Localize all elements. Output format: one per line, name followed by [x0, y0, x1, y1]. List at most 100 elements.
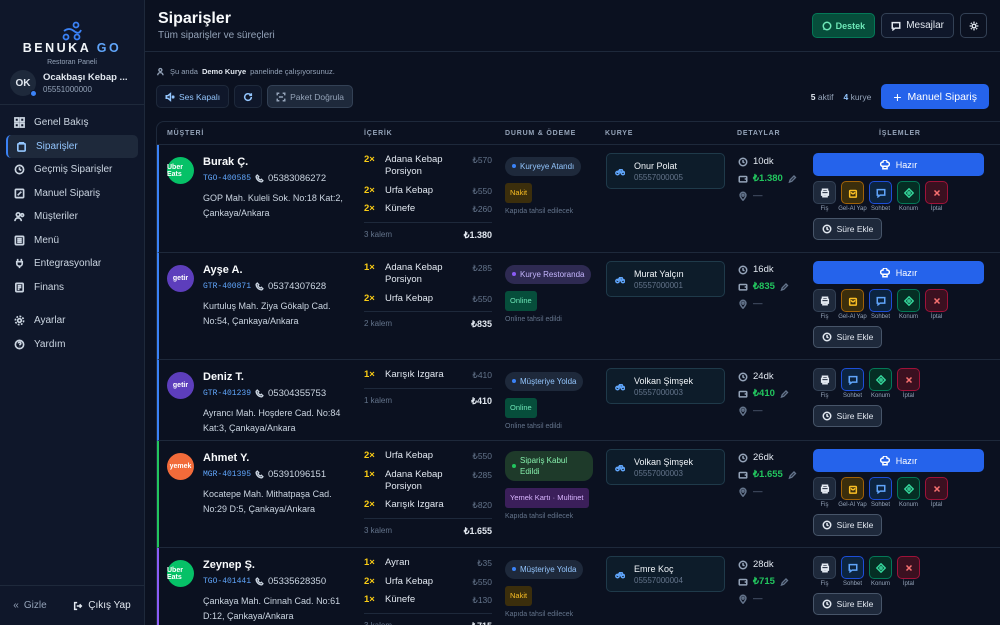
order-item: 2× Adana Kebap Porsiyon ₺570 [364, 154, 492, 178]
column-status: DURUM & ÖDEME [505, 130, 577, 137]
edit-icon [14, 188, 25, 199]
order-code[interactable]: TGO-401441 [203, 577, 252, 586]
hide-sidebar-button[interactable]: « Gizle [13, 600, 46, 611]
amount: ₺1.655 [738, 466, 797, 483]
order-item: 1× Ayran ₺35 [364, 557, 492, 569]
receipt-button[interactable]: Fiş [813, 289, 836, 320]
restaurant-card[interactable]: OK Ocakbaşı Kebap ... 05551000000 [0, 66, 144, 105]
pencil-icon[interactable] [780, 282, 789, 292]
sidebar-item-yardim[interactable]: Yardım [6, 333, 138, 357]
item-qty: 2× [364, 292, 375, 304]
courier-card[interactable]: Emre Koç 05557000004 [606, 556, 725, 592]
add-time-button[interactable]: Süre Ekle [813, 514, 882, 536]
receipt-button[interactable]: Fiş [813, 181, 836, 212]
courier-card[interactable]: Murat Yalçın 05557000001 [606, 261, 725, 297]
order-code[interactable]: GTR-400871 [203, 282, 252, 291]
location-button[interactable]: Konum [897, 289, 920, 320]
chat-button[interactable]: Sohbet [841, 368, 864, 399]
pencil-icon[interactable] [788, 174, 797, 184]
order-summary: 3 kalem ₺715 [364, 612, 492, 625]
order-code[interactable]: TGO-400585 [203, 174, 252, 183]
sidebar-item-ayarlar[interactable]: Ayarlar [6, 309, 138, 333]
payment-badge: Nakit [505, 585, 533, 606]
customer-phone[interactable]: 05383086272 [255, 173, 326, 184]
cancel-button[interactable]: İptal [925, 289, 948, 320]
cancel-button[interactable]: İptal [925, 181, 948, 212]
support-button[interactable]: Destek [811, 13, 876, 38]
item-price: ₺820 [472, 500, 492, 510]
sidebar-item-siparisler[interactable]: Siparişler [6, 134, 138, 158]
refresh-button[interactable] [234, 85, 263, 108]
receipt-button[interactable]: Fiş [813, 556, 836, 587]
table-row[interactable]: yemek Ahmet Y. MGR-401395 05391096151 Ko… [157, 441, 1000, 548]
pickup-button[interactable]: Gel-Al Yap [838, 477, 867, 508]
notice-prefix: Şu anda [170, 67, 198, 76]
restaurant-name: Ocakbaşı Kebap ... [43, 72, 128, 83]
customer-phone[interactable]: 05335628350 [255, 576, 326, 587]
table-row[interactable]: Uber Eats Zeynep Ş. TGO-401441 053356283… [157, 548, 1000, 625]
item-name: Adana Kebap Porsiyon [385, 468, 443, 492]
table-row[interactable]: getir Deniz T. GTR-401239 05304355753 Ay… [157, 360, 1000, 441]
add-time-button[interactable]: Süre Ekle [813, 326, 882, 348]
location-button[interactable]: Konum [897, 181, 920, 212]
customer-phone[interactable]: 05391096151 [255, 469, 326, 480]
pencil-icon[interactable] [780, 389, 789, 399]
action-label: Sohbet [870, 502, 891, 508]
chat-button[interactable]: Sohbet [841, 556, 864, 587]
close-icon [925, 181, 948, 204]
logout-button[interactable]: Çıkış Yap [73, 600, 131, 611]
item-price: ₺550 [472, 576, 492, 587]
item-qty: 1× [364, 557, 375, 568]
cancel-button[interactable]: İptal [925, 477, 948, 508]
sound-toggle-button[interactable]: Ses Kapalı [156, 85, 230, 108]
order-code[interactable]: GTR-401239 [203, 389, 252, 398]
customer-phone[interactable]: 05304355753 [255, 388, 326, 399]
new-manual-order-button[interactable]: + Manuel Sipariş [881, 84, 989, 109]
table-row[interactable]: getir Ayşe A. GTR-400871 05374307628 Kur… [157, 253, 1000, 360]
ready-button[interactable]: Hazır [813, 153, 984, 176]
sidebar-item-gecmis-siparisler[interactable]: Geçmiş Siparişler [6, 158, 138, 182]
theme-toggle-button[interactable] [960, 13, 987, 38]
courier-card[interactable]: Volkan Şimşek 05557000003 [606, 449, 725, 485]
verify-package-button[interactable]: Paket Doğrula [267, 85, 353, 108]
distance: — [738, 402, 789, 419]
courier-card[interactable]: Onur Polat 05557000005 [606, 153, 725, 189]
ready-button[interactable]: Hazır [813, 449, 984, 472]
pencil-icon[interactable] [788, 470, 797, 480]
add-time-button[interactable]: Süre Ekle [813, 593, 882, 615]
pickup-button[interactable]: Gel-Al Yap [838, 289, 867, 320]
sidebar-item-menu[interactable]: Menü [6, 229, 138, 253]
clock-icon [822, 411, 832, 421]
sidebar-item-entegrasyonlar[interactable]: Entegrasyonlar [6, 252, 138, 276]
receipt-button[interactable]: Fiş [813, 477, 836, 508]
location-button[interactable]: Konum [897, 477, 920, 508]
chat-button[interactable]: Sohbet [869, 289, 892, 320]
pencil-icon[interactable] [780, 577, 789, 587]
cancel-button[interactable]: İptal [897, 556, 920, 587]
status-badge: Müşteriye Yolda [505, 371, 584, 391]
sidebar-item-genel-bakis[interactable]: Genel Bakış [6, 111, 138, 135]
receipt-button[interactable]: Fiş [813, 368, 836, 399]
location-button[interactable]: Konum [869, 556, 892, 587]
cancel-button[interactable]: İptal [897, 368, 920, 399]
chat-button[interactable]: Sohbet [869, 477, 892, 508]
sidebar-item-finans[interactable]: Finans [6, 276, 138, 300]
messages-button[interactable]: Mesajlar [881, 13, 954, 38]
order-code[interactable]: MGR-401395 [203, 470, 252, 479]
status-payment: Kuryeye Atandı Nakit Kapıda tahsil edile… [505, 155, 593, 215]
add-time-button[interactable]: Süre Ekle [813, 218, 882, 240]
table-row[interactable]: Uber Eats Burak Ç. TGO-400585 0538308627… [157, 145, 1000, 253]
customer-phone[interactable]: 05374307628 [255, 281, 326, 292]
pickup-button[interactable]: Gel-Al Yap [838, 181, 867, 212]
ready-button[interactable]: Hazır [813, 261, 984, 284]
sidebar-item-musteriler[interactable]: Müşteriler [6, 205, 138, 229]
chat-button[interactable]: Sohbet [869, 181, 892, 212]
location-button[interactable]: Konum [869, 368, 892, 399]
add-time-button[interactable]: Süre Ekle [813, 405, 882, 427]
courier-name: Volkan Şimşek [634, 456, 694, 467]
clock-icon [738, 265, 748, 274]
sidebar-item-label: Genel Bakış [34, 117, 89, 129]
sidebar-item-manuel-siparis[interactable]: Manuel Sipariş [6, 182, 138, 206]
order-details: 24dk ₺410 — [738, 368, 789, 419]
courier-card[interactable]: Volkan Şimşek 05557000003 [606, 368, 725, 404]
